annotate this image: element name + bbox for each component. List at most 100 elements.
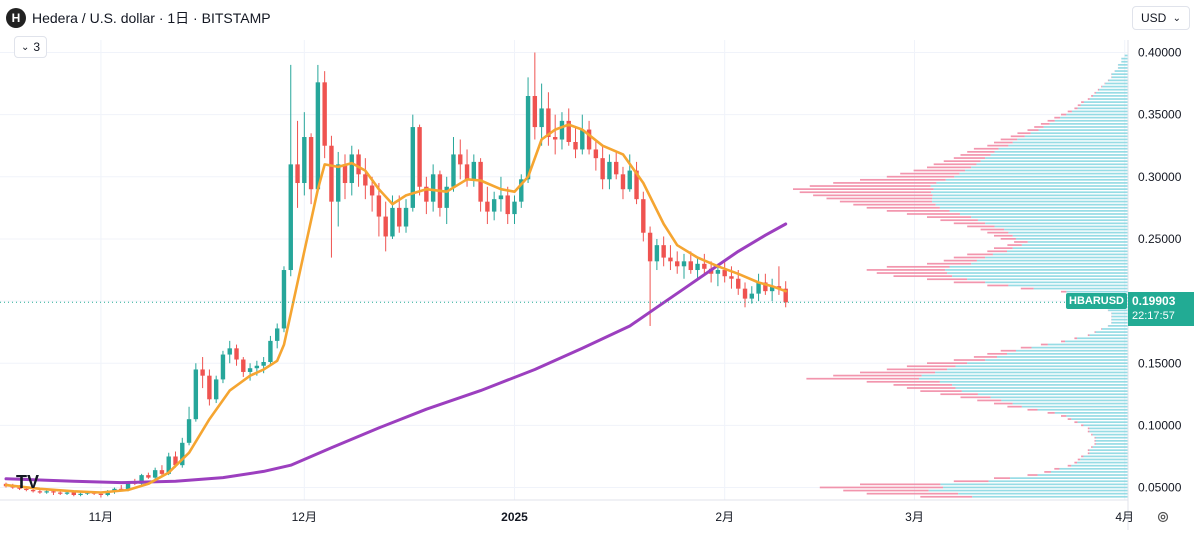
volume-profile-bar-up (935, 372, 1128, 374)
volume-profile-bar-up (931, 185, 1128, 187)
volume-profile-bar-up (1093, 434, 1128, 436)
ma-fast-line (6, 125, 786, 493)
candle-down (370, 186, 374, 196)
candle-up (682, 261, 686, 266)
candle-down (363, 174, 367, 185)
candle-up (411, 127, 415, 208)
volume-profile-bar-down (867, 269, 945, 271)
time-tick-label: 4月 (1115, 510, 1134, 524)
volume-profile-bar-up (945, 269, 1128, 271)
volume-profile-bar-up (1008, 232, 1128, 234)
candle-up (655, 245, 659, 261)
volume-profile-bar-down (1088, 334, 1090, 336)
volume-profile-bar-up (922, 375, 1128, 377)
volume-profile-bar-down (1041, 344, 1048, 346)
volume-profile-bar-down (1007, 406, 1021, 408)
candle-down (614, 162, 618, 174)
volume-profile-bar-down (1078, 104, 1081, 106)
volume-profile-bar-down (877, 272, 947, 274)
candle-up (261, 362, 265, 366)
candle-down (51, 491, 55, 492)
gear-icon[interactable] (1156, 510, 1170, 524)
candle-up (194, 369, 198, 419)
volume-profile-bar-up (1121, 58, 1128, 60)
volume-profile-bar-down (954, 480, 989, 482)
volume-profile-bar-up (995, 226, 1128, 228)
ma-slow-line (6, 224, 786, 483)
candle-down (594, 149, 598, 158)
volume-profile-bar-up (1032, 347, 1128, 349)
volume-profile-bar-down (1088, 452, 1090, 454)
volume-profile-bar-down (887, 369, 947, 371)
candle-down (465, 164, 469, 179)
volume-profile-bar-down (1044, 471, 1051, 473)
symbol-title[interactable]: Hedera / U.S. dollar · 1日 · BITSTAMP (32, 8, 271, 28)
candle-up (44, 491, 48, 492)
volume-profile-bar-up (1093, 95, 1128, 97)
volume-profile-bar-down (894, 384, 953, 386)
volume-profile-bar-down (1074, 337, 1077, 339)
volume-profile-bar-up (959, 173, 1128, 175)
volume-profile-bar-up (1059, 468, 1128, 470)
candle-down (207, 376, 211, 400)
volume-profile-bar-down (1091, 95, 1093, 97)
volume-profile-bar-up (1008, 285, 1128, 287)
candle-down (99, 494, 103, 495)
volume-profile-bar-down (1017, 132, 1030, 134)
volume-profile-bar-down (1028, 474, 1038, 476)
volume-profile-bar-up (993, 254, 1128, 256)
indicators-toggle-button[interactable]: ⌄ 3 (14, 36, 47, 58)
candle-up (289, 164, 293, 270)
volume-profile-bar-up (946, 179, 1128, 181)
candle-up (607, 162, 611, 179)
volume-profile-bar-up (985, 222, 1128, 224)
volume-profile-bar-down (1095, 331, 1096, 333)
currency-select[interactable]: USD ⌄ (1132, 6, 1190, 30)
volume-profile-bar-up (962, 390, 1128, 392)
volume-profile-bar-up (1048, 344, 1128, 346)
volume-profile-bar-down (867, 493, 958, 495)
volume-profile-bar-down (1101, 86, 1102, 88)
candle-down (146, 475, 150, 477)
volume-profile-bar-up (1072, 111, 1128, 113)
candle-up (78, 494, 82, 495)
volume-profile-bar-down (954, 257, 985, 259)
volume-profile-bar-down (967, 254, 993, 256)
candle-down (329, 146, 333, 202)
volume-profile-bar-down (927, 167, 971, 169)
volume-profile-bar-down (793, 188, 934, 190)
volume-profile-bar-down (954, 282, 985, 284)
candlestick-series (4, 53, 788, 498)
volume-profile-bar-up (999, 148, 1128, 150)
volume-profile-bar-down (867, 381, 940, 383)
volume-profile (793, 55, 1128, 498)
volume-profile-bar-up (1044, 126, 1128, 128)
volume-profile-bar-up (1112, 316, 1128, 318)
candle-up (492, 199, 496, 211)
volume-profile-bar-up (1066, 114, 1128, 116)
volume-profile-bar-up (952, 275, 1128, 277)
volume-profile-bar-down (1034, 126, 1043, 128)
volume-profile-bar-up (1016, 238, 1128, 240)
volume-profile-bar-up (1112, 313, 1128, 315)
candle-down (661, 245, 665, 257)
volume-profile-bar-down (1061, 291, 1066, 293)
candle-up (628, 171, 632, 190)
volume-profile-bar-down (833, 182, 936, 184)
volume-profile-bar-down (1021, 288, 1034, 290)
candle-down (506, 195, 510, 214)
volume-profile-bar-down (1041, 123, 1050, 125)
candle-down (668, 258, 672, 262)
volume-profile-bar-up (976, 163, 1128, 165)
candle-up (560, 121, 564, 140)
time-tick-label: 3月 (905, 510, 924, 524)
volume-profile-bar-down (867, 207, 940, 209)
volume-profile-bar-up (1066, 415, 1128, 417)
volume-profile-bar-down (994, 247, 1013, 249)
volume-profile-bar-up (985, 359, 1128, 361)
volume-profile-bar-down (944, 160, 981, 162)
candle-up (451, 154, 455, 186)
candle-up (187, 419, 191, 443)
